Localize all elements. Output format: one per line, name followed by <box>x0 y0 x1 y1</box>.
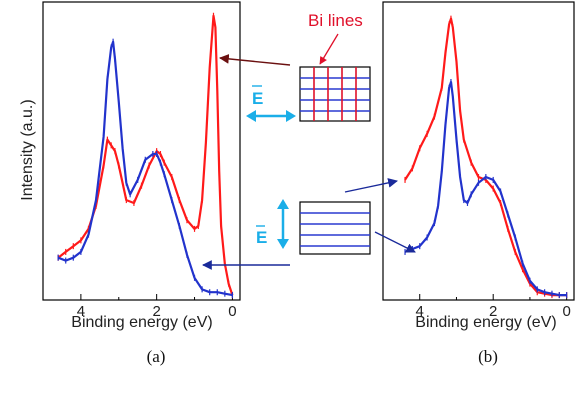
e-field-label-horizontal: E <box>252 89 263 108</box>
panel-b-frame <box>382 1 575 301</box>
panel-b: 4 2 0 Binding energy (eV) (b) <box>382 1 575 366</box>
pointer-arrow-to-blue-b <box>374 231 416 253</box>
x-tick-label: 0 <box>562 303 570 320</box>
arrow-down-icon <box>277 239 289 249</box>
e-field-horizontal: E <box>246 85 296 122</box>
x-tick-label: 2 <box>489 303 497 320</box>
e-field-label-vertical: E <box>256 228 267 247</box>
bi-lines-label: Bi lines <box>308 11 363 30</box>
panel-a: 4 2 0 Binding energy (eV) Intensity (a.u.)… <box>19 1 241 366</box>
series-line-0 <box>57 14 234 296</box>
bi-lines-pointer-arrow <box>319 33 339 65</box>
panel-b-series <box>404 15 568 299</box>
panel-a-series <box>57 12 234 299</box>
x-tick-label: 4 <box>77 303 85 320</box>
pointer-arrow-to-red-peak <box>219 54 291 66</box>
arrow-up-icon <box>277 199 289 209</box>
panel-b-x-axis-label: Binding energy (eV) <box>415 314 556 331</box>
x-tick-label: 0 <box>228 303 236 320</box>
bi-lines-schematic-bottom <box>299 201 371 255</box>
y-axis-label: Intensity (a.u.) <box>19 99 36 200</box>
schematic-top-horizontal-lines <box>300 77 370 112</box>
e-field-vertical: E <box>256 199 289 249</box>
panel-a-caption: (a) <box>147 347 166 366</box>
arrow-right-icon <box>286 110 296 122</box>
bi-lines-schematic-top <box>299 66 371 122</box>
pointer-arrow-to-red-b <box>344 178 398 193</box>
schematic-top-box <box>299 66 371 122</box>
schematic-top-vertical-lines <box>313 67 357 121</box>
panel-a-x-axis-label: Binding energy (eV) <box>71 314 212 331</box>
schematic-annotations: Bi lines E <box>202 11 416 270</box>
series-line-0 <box>404 17 567 297</box>
series-line-1 <box>404 80 567 297</box>
x-tick-label: 2 <box>152 303 160 320</box>
panel-a-frame <box>42 1 241 301</box>
arrow-left-icon <box>246 110 256 122</box>
panel-b-x-ticks: 4 2 0 <box>382 294 571 320</box>
x-tick-label: 4 <box>416 303 424 320</box>
panel-b-caption: (b) <box>478 347 498 366</box>
series-line-1 <box>57 40 233 297</box>
